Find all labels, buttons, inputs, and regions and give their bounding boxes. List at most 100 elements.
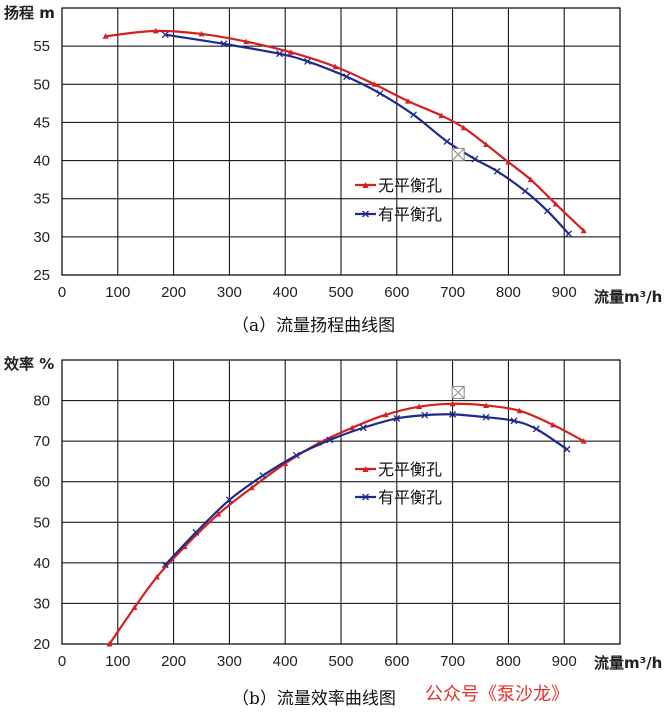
chart-b-y-ticks: 20 30 40 50 60 70 80 — [33, 393, 50, 653]
legend-marker-b-1 — [362, 493, 369, 501]
chart-b-x-ticks: 0 100 200 300 400 500 600 700 800 900 — [58, 653, 577, 670]
chart-a-y-label: 扬程 m — [4, 4, 55, 22]
data-point-a-0 — [404, 98, 411, 104]
x-tick-label: 400 — [273, 284, 298, 301]
data-point-a-0 — [198, 30, 205, 37]
legend-marker-a-0 — [362, 182, 369, 188]
x-tick-label: 600 — [384, 653, 409, 670]
data-point-a-1 — [544, 207, 551, 215]
chart-a-x-ticks: 0 100 200 300 400 500 600 700 800 900 — [58, 284, 577, 301]
x-tick-label: 400 — [273, 653, 298, 670]
data-point-b-1 — [563, 445, 571, 453]
x-tick-label: 100 — [105, 653, 130, 670]
data-point-b-0 — [483, 402, 490, 408]
chart-a-x-label: 流量m³/h — [594, 288, 662, 306]
data-point-b-0 — [382, 411, 389, 418]
data-point-b-1 — [510, 417, 518, 425]
data-point-b-1 — [482, 413, 490, 421]
y-tick-label: 50 — [33, 76, 50, 93]
data-point-a-1 — [471, 155, 479, 163]
data-point-a-1 — [493, 167, 501, 175]
data-point-a-0 — [152, 27, 159, 34]
data-point-b-0 — [516, 407, 523, 414]
chart-b-caption: （b）流量效率曲线图 — [232, 689, 396, 709]
x-tick-label: 300 — [217, 653, 242, 670]
data-point-b-1 — [161, 561, 169, 569]
legend-label-b-1: 有平衡孔 — [378, 488, 442, 507]
data-point-a-1 — [443, 138, 451, 145]
data-point-b-1 — [532, 425, 540, 433]
y-tick-label: 40 — [33, 555, 50, 572]
data-point-a-1 — [521, 187, 529, 195]
chart-head-flow: 0 100 200 300 400 500 600 700 800 900 25 30 35 40 45 5… — [4, 4, 662, 336]
data-point-b-0 — [550, 421, 557, 428]
data-point-a-0 — [332, 63, 339, 70]
x-tick-label: 800 — [496, 653, 521, 670]
data-point-b-1 — [192, 528, 200, 536]
data-point-b-0 — [215, 511, 222, 517]
chart-a-caption: （a）流量扬程曲线图 — [232, 316, 395, 336]
data-point-b-1 — [259, 472, 267, 480]
data-point-a-0 — [483, 141, 490, 148]
x-tick-label: 300 — [217, 284, 242, 301]
y-tick-label: 70 — [33, 433, 50, 450]
y-tick-label: 25 — [33, 267, 50, 284]
x-tick-label: 900 — [552, 653, 577, 670]
x-tick-label: 200 — [161, 284, 186, 301]
data-point-a-0 — [371, 81, 378, 87]
data-point-b-0 — [416, 403, 423, 410]
watermark: 公众号《泵沙龙》 — [425, 684, 569, 705]
y-tick-label: 30 — [33, 229, 50, 246]
y-tick-label: 40 — [33, 153, 50, 170]
data-point-b-1 — [449, 410, 457, 418]
data-point-a-1 — [304, 57, 311, 65]
chart-a-annotation — [451, 147, 465, 161]
y-tick-label: 50 — [33, 514, 50, 531]
legend-label-a-1: 有平衡孔 — [378, 205, 442, 224]
y-tick-label: 35 — [33, 191, 50, 208]
data-point-b-0 — [106, 641, 113, 647]
data-point-a-1 — [343, 73, 351, 81]
data-point-a-1 — [276, 50, 284, 58]
chart-b-plot-area — [61, 359, 621, 645]
marker-cross — [451, 386, 465, 399]
x-tick-label: 900 — [552, 284, 577, 301]
chart-b-grid — [62, 360, 620, 644]
x-tick-label: 100 — [105, 284, 130, 301]
data-point-b-1 — [292, 451, 300, 459]
chart-a-plot-area — [61, 7, 621, 276]
x-tick-label: 700 — [440, 284, 465, 301]
chart-b-legend: 无平衡孔 有平衡孔 — [355, 460, 442, 507]
data-point-b-0 — [181, 543, 188, 550]
series-line-b-1 — [164, 413, 568, 566]
data-point-b-0 — [349, 424, 356, 431]
x-tick-label: 700 — [440, 653, 465, 670]
x-tick-label: 800 — [496, 284, 521, 301]
y-tick-label: 20 — [33, 636, 50, 653]
y-tick-label: 45 — [33, 114, 50, 131]
x-tick-label: 500 — [328, 653, 353, 670]
data-point-b-1 — [225, 496, 233, 504]
data-point-b-1 — [326, 436, 334, 444]
chart-b-x-label: 流量m³/h — [594, 654, 662, 672]
legend-marker-a-1 — [362, 210, 369, 218]
data-point-b-0 — [153, 574, 160, 580]
x-tick-label: 600 — [384, 284, 409, 301]
y-tick-label: 55 — [33, 38, 50, 55]
data-point-a-0 — [102, 33, 109, 39]
chart-b-annotation — [451, 385, 465, 399]
data-point-b-1 — [359, 424, 367, 432]
y-tick-label: 30 — [33, 595, 50, 612]
data-point-b-0 — [248, 484, 255, 491]
chart-a-y-ticks: 25 30 35 40 45 50 55 — [33, 38, 50, 284]
data-point-a-0 — [243, 38, 250, 45]
legend-label-b-0: 无平衡孔 — [378, 460, 442, 479]
marker-cross — [451, 148, 465, 161]
data-point-a-1 — [220, 40, 228, 48]
data-point-b-1 — [393, 414, 401, 422]
data-point-a-0 — [460, 124, 467, 131]
y-tick-label: 80 — [33, 393, 50, 410]
chart-a-legend: 无平衡孔 有平衡孔 — [355, 176, 442, 224]
chart-a-grid — [62, 8, 620, 275]
data-point-a-1 — [410, 111, 417, 119]
